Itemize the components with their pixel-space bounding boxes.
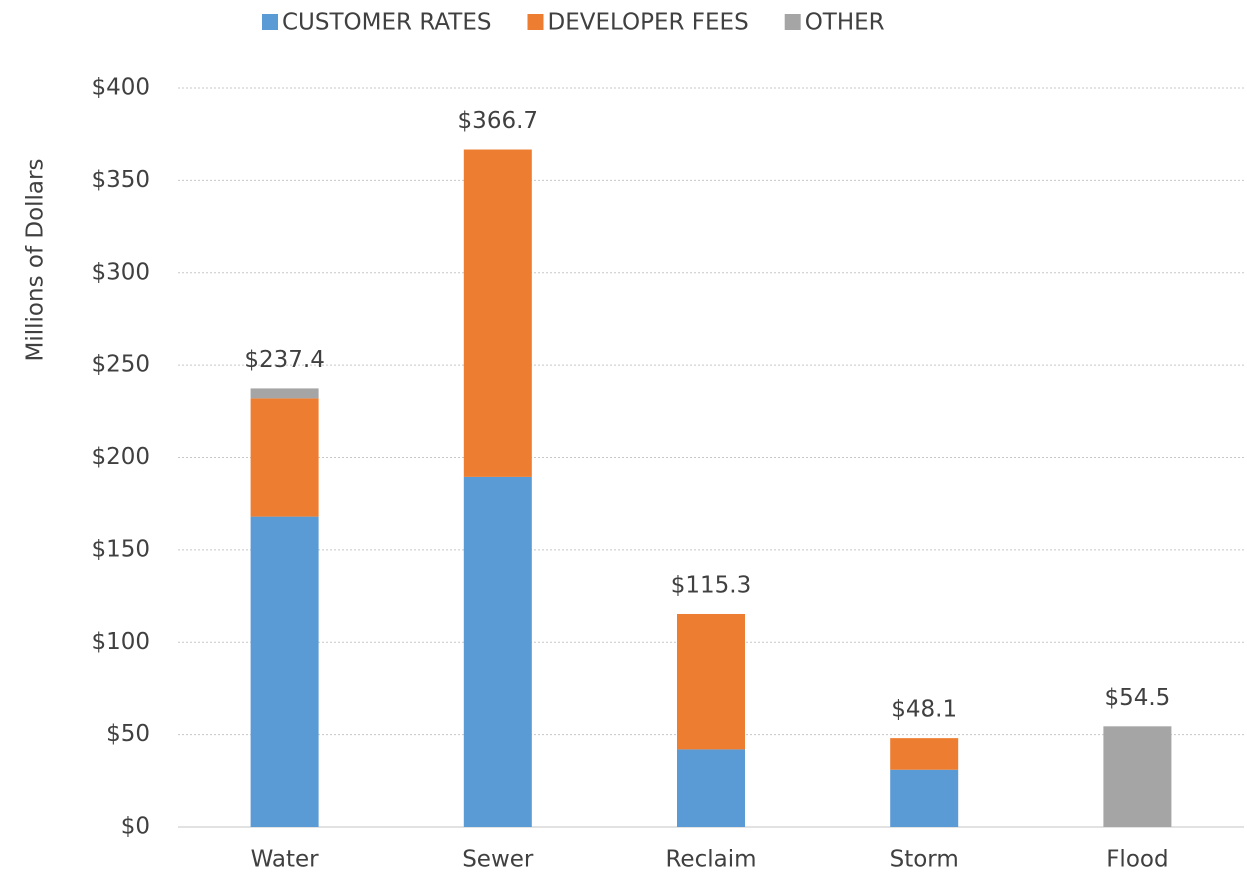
y-tick-label: $400 (91, 75, 150, 101)
x-tick-label: Flood (1106, 847, 1168, 873)
total-label: $115.3 (671, 572, 751, 598)
bar-segment (463, 476, 532, 827)
x-tick-label: Sewer (462, 847, 534, 873)
legend-swatch (784, 14, 801, 30)
total-label: $48.1 (891, 697, 957, 723)
legend-swatch (262, 14, 278, 30)
y-axis-label: Millions of Dollars (23, 159, 49, 362)
x-tick-label: Water (251, 847, 320, 873)
bar-segment (677, 749, 745, 827)
bar-segment (463, 149, 532, 477)
bar-segment (890, 738, 959, 770)
y-tick-label: $50 (106, 721, 150, 747)
legend-label: OTHER (805, 10, 885, 36)
y-tick-label: $300 (91, 259, 150, 285)
legend-swatch (527, 14, 544, 30)
bar-segment (250, 516, 319, 827)
x-tick-label: Reclaim (665, 847, 756, 873)
legend-label: CUSTOMER RATES (282, 10, 492, 36)
x-tick-label: Storm (890, 847, 959, 873)
bar-segment (250, 388, 319, 399)
y-tick-label: $150 (91, 536, 150, 562)
y-tick-label: $100 (91, 629, 150, 655)
legend-label: DEVELOPER FEES (548, 10, 749, 36)
y-tick-label: $200 (91, 444, 150, 470)
y-tick-label: $350 (91, 167, 150, 193)
y-tick-label: $250 (91, 352, 150, 378)
y-tick-label: $0 (121, 814, 150, 840)
total-label: $366.7 (458, 108, 538, 134)
bar-segment (250, 398, 319, 517)
total-label: $237.4 (244, 347, 324, 373)
bar-segment (677, 613, 745, 750)
bar-segment (1103, 726, 1172, 827)
bar-segment (890, 769, 959, 827)
total-label: $54.5 (1104, 685, 1170, 711)
